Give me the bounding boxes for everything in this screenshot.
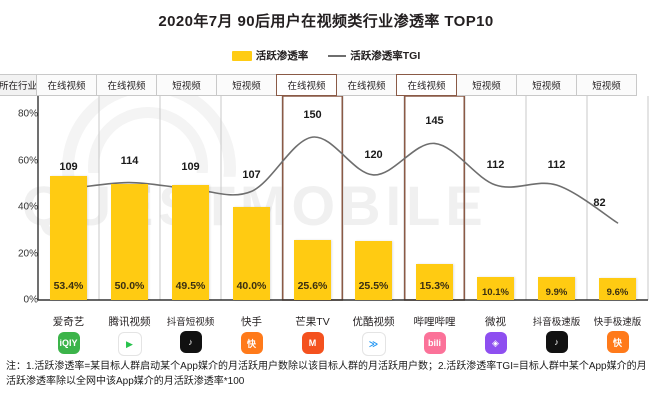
industry-header-cell-腾讯视频: 在线视频 (96, 74, 157, 96)
bar-抖音极速版: 9.9% (537, 276, 576, 300)
chart-title: 2020年7月 90后用户在视频类行业渗透率 TOP10 (158, 13, 494, 30)
y-axis-tick-20%: 20% (17, 248, 38, 259)
x-axis-label-抖音极速版: 抖音极速版 (532, 317, 581, 328)
youku-icon: ≫ (361, 332, 386, 356)
legend-item-bar: 活跃渗透率 (231, 48, 309, 63)
bar-快手: 40.0% (232, 207, 271, 300)
bar-value-label-快手极速版: 9.6% (606, 287, 629, 298)
industry-header-cell-优酷视频: 在线视频 (336, 74, 397, 96)
legend-swatch-icon (231, 50, 252, 61)
tgi-value-label-优酷视频: 120 (364, 148, 383, 161)
y-axis-tick-80%: 80% (17, 108, 38, 120)
x-axis-label-抖音短视频: 抖音短视频 (166, 317, 215, 328)
bar-爱奇艺: 53.4% (49, 175, 88, 300)
tgi-value-label-抖音短视频: 109 (181, 160, 200, 173)
industry-header-cell-哔哩哔哩: 在线视频 (396, 74, 457, 96)
x-axis-category-优酷视频: 优酷视频 ≫ (343, 310, 404, 360)
x-axis-category-微视: 微视 ◈ (465, 310, 526, 360)
industry-header-cell-抖音短视频: 短视频 (156, 74, 217, 96)
x-axis-category-抖音短视频: 抖音短视频 ♪ (160, 310, 221, 360)
legend-label-bar: 活跃渗透率 (255, 50, 309, 62)
iqiyi-icon: iQIY (57, 332, 80, 354)
industry-header-label: 所在行业 (0, 74, 37, 96)
tgi-value-label-哔哩哔哩: 145 (425, 115, 444, 128)
mangotv-icon: M (301, 332, 324, 354)
x-axis-label-微视: 微视 (485, 316, 506, 328)
douyin-lite-icon: ♪ (545, 331, 568, 353)
bar-value-label-优酷视频: 25.5% (358, 280, 389, 292)
x-axis-category-芒果TV: 芒果TV M (282, 310, 343, 360)
x-axis-label-爱奇艺: 爱奇艺 (52, 316, 85, 328)
x-axis-category-抖音极速版: 抖音极速版 ♪ (526, 310, 587, 360)
bar-value-label-腾讯视频: 50.0% (114, 280, 145, 292)
kuaishou-icon: 快 (240, 332, 263, 354)
bar-芒果TV: 25.6% (293, 240, 332, 300)
y-axis-tick-40%: 40% (17, 201, 38, 213)
tencent-video-icon: ▶ (117, 332, 142, 356)
kuaishou-lite-icon: 快 (606, 331, 629, 353)
bar-value-label-爱奇艺: 53.4% (53, 280, 84, 292)
bar-抖音短视频: 49.5% (171, 184, 210, 300)
tgi-value-label-微视: 112 (486, 159, 505, 172)
y-axis-tick-60%: 60% (17, 155, 38, 166)
tgi-value-label-抖音极速版: 112 (547, 159, 566, 172)
bar-value-label-芒果TV: 25.6% (297, 280, 328, 292)
x-axis-label-哔哩哔哩: 哔哩哔哩 (413, 316, 456, 328)
bilibili-icon: bili (423, 332, 446, 354)
tgi-line (67, 136, 619, 224)
bar-快手极速版: 9.6% (598, 277, 637, 300)
x-axis-label-优酷视频: 优酷视频 (352, 316, 395, 328)
x-axis-category-爱奇艺: 爱奇艺 iQIY (38, 310, 99, 360)
industry-header-cell-快手极速版: 短视频 (576, 74, 637, 96)
bar-value-label-哔哩哔哩: 15.3% (419, 280, 450, 292)
plot-area: 53.4% 50.0% 49.5% 40.0% 25.6% 25.5% 15.3% 10.1%… (0, 96, 652, 310)
x-axis-spacer (0, 310, 38, 360)
industry-header-cell-微视: 短视频 (456, 74, 517, 96)
tgi-value-label-腾讯视频: 114 (120, 154, 139, 167)
industry-header-row: 所在行业 在线视频 在线视频 短视频 短视频 在线视频 在线视频 在线视频 短视频 短视频 短视频 (0, 74, 652, 96)
x-axis-label-腾讯视频: 腾讯视频 (108, 316, 151, 328)
industry-header-cell-抖音极速版: 短视频 (516, 74, 577, 96)
bar-优酷视频: 25.5% (354, 240, 393, 300)
bar-哔哩哔哩: 15.3% (415, 264, 454, 300)
x-axis: 爱奇艺 iQIY 腾讯视频 ▶ 抖音短视频 ♪ 快手快 芒果TV M 优酷视频 ≫ 哔哩哔哩 bili 微… (0, 310, 652, 360)
douyin-icon: ♪ (179, 331, 202, 353)
x-axis-category-腾讯视频: 腾讯视频 ▶ (99, 310, 160, 360)
x-axis-category-快手极速版: 快手极速版快 (587, 310, 648, 360)
y-axis: 0% 20% 40% 60% 80% (0, 96, 38, 310)
x-axis-label-快手极速版: 快手极速版 (593, 317, 642, 328)
weishi-icon: ◈ (484, 332, 507, 354)
x-axis-label-快手: 快手 (241, 316, 262, 328)
bar-value-label-快手: 40.0% (236, 280, 267, 292)
x-axis-category-哔哩哔哩: 哔哩哔哩 bili (404, 310, 465, 360)
plot-svg (37, 96, 649, 301)
y-axis-tick-0%: 0% (23, 294, 38, 306)
industry-header-cell-快手: 短视频 (216, 74, 277, 96)
x-axis-label-芒果TV: 芒果TV (295, 316, 330, 328)
bar-微视: 10.1% (476, 276, 515, 300)
tgi-value-label-爱奇艺: 109 (59, 160, 78, 173)
industry-header-cell-爱奇艺: 在线视频 (36, 74, 97, 96)
x-axis-category-快手: 快手快 (221, 310, 282, 360)
tgi-value-label-芒果TV: 150 (303, 109, 322, 122)
legend-line-icon (328, 54, 347, 57)
bar-腾讯视频: 50.0% (110, 183, 149, 300)
legend-label-line: 活跃渗透率TGI (350, 50, 421, 62)
chart-legend: 活跃渗透率 活跃渗透率TGI (0, 48, 652, 63)
bar-value-label-抖音极速版: 9.9% (545, 287, 568, 298)
tgi-value-label-快手: 107 (242, 169, 261, 182)
footnote: 注：1.活跃渗透率=某目标人群启动某个App媒介的月活跃用户数除以该目标人群的月… (6, 361, 647, 387)
bar-value-label-微视: 10.1% (482, 287, 509, 298)
tgi-value-label-快手极速版: 82 (593, 196, 606, 209)
bar-value-label-抖音短视频: 49.5% (175, 280, 206, 292)
legend-item-line: 活跃渗透率TGI (328, 48, 420, 63)
industry-header-cell-芒果TV: 在线视频 (276, 74, 337, 96)
